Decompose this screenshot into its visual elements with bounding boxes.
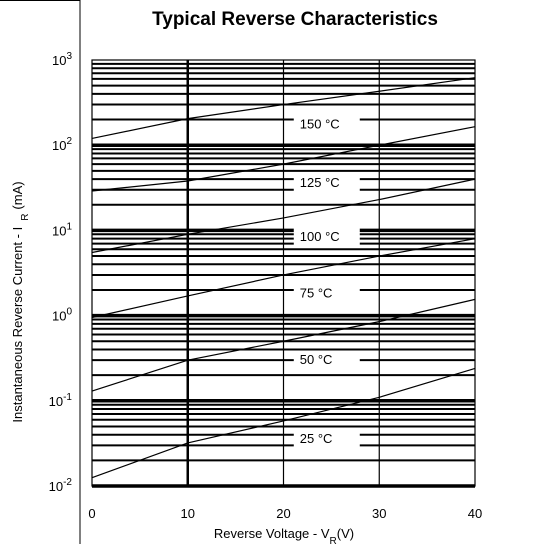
series-label-3: 75 °C (300, 286, 333, 301)
series-label-0: 150 °C (300, 116, 340, 131)
series-line-3 (91, 238, 476, 319)
series-label-5: 25 °C (300, 431, 333, 446)
x-tick-label: 0 (88, 506, 95, 521)
y-tick-label: 101 (52, 221, 72, 238)
series-label-background (293, 284, 360, 303)
x-tick-label: 20 (276, 506, 290, 521)
x-axis-label-main: Reverse Voltage - V (214, 526, 330, 541)
plot-border (91, 59, 476, 487)
series-label-background (293, 429, 360, 448)
x-axis-label: Reverse Voltage - VR(V) (214, 526, 354, 544)
series-line-5 (91, 367, 476, 479)
tick-labels: 0 10 20 30 40 10-2 10-1 100 101 102 103 (49, 51, 483, 521)
series-line-0 (91, 77, 476, 140)
y-axis-label-unit: (mA) (10, 181, 25, 209)
y-tick-label: 100 (52, 307, 72, 324)
grid (92, 60, 475, 488)
x-tick-label: 30 (372, 506, 386, 521)
y-tick-label: 10-2 (49, 477, 73, 494)
series-label-background (293, 173, 360, 192)
series-label-background (293, 227, 360, 246)
y-axis-label-main: Instantaneous Reverse Current - I (10, 227, 25, 423)
series-line-4 (91, 298, 476, 392)
x-axis-label-unit: (V) (337, 526, 354, 541)
series-label-1: 125 °C (300, 175, 340, 190)
series-labels: 150 °C 125 °C 100 °C 75 °C 50 °C 25 °C (293, 115, 360, 448)
series-line-1 (91, 126, 476, 192)
chart-title: Typical Reverse Characteristics (152, 9, 438, 30)
series-lines (91, 77, 476, 479)
x-tick-label: 10 (181, 506, 195, 521)
y-axis-label: Instantaneous Reverse Current - I R (mA) (10, 181, 31, 422)
x-tick-label: 40 (468, 506, 482, 521)
series-line-2 (91, 178, 476, 254)
series-label-background (293, 115, 360, 134)
y-axis-label-subscript: R (20, 214, 31, 221)
y-tick-label: 103 (52, 51, 72, 68)
series-label-2: 100 °C (300, 229, 340, 244)
y-tick-label: 102 (52, 136, 72, 153)
series-label-background (293, 350, 360, 369)
series-label-4: 50 °C (300, 352, 333, 367)
plot-frame (0, 0, 476, 544)
y-tick-label: 10-1 (49, 392, 73, 409)
x-axis-label-subscript: R (330, 536, 337, 544)
